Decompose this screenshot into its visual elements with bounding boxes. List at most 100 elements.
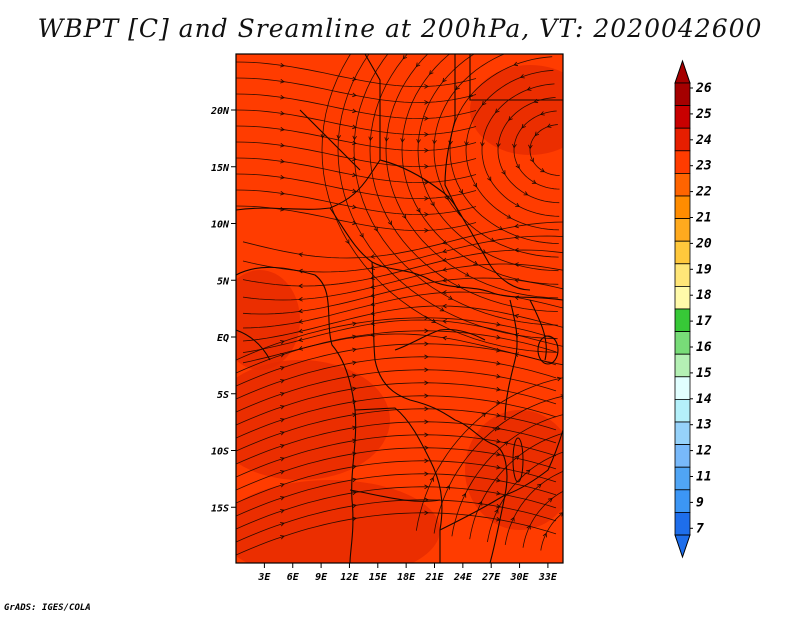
streamline-arrow (445, 484, 450, 490)
streamline-arrow (448, 295, 453, 300)
streamline-arrow (506, 214, 512, 219)
streamline-arrow (424, 510, 429, 516)
colorbar-swatch (674, 263, 691, 287)
streamline-arrow (468, 93, 474, 98)
colorbar-swatch (674, 444, 691, 468)
streamline-arrow (377, 40, 381, 44)
colorbar-arrow-bottom (674, 534, 691, 559)
streamline-arrow (280, 340, 285, 345)
y-tick-label: EQ (217, 333, 229, 344)
x-tick-label: 18E (397, 572, 416, 583)
streamline-arrow (280, 158, 285, 164)
streamline-arrow (515, 164, 520, 169)
streamline (321, 54, 558, 353)
streamline-arrow (528, 144, 533, 150)
colorbar-label: 22 (695, 185, 712, 200)
x-tick-label: 9E (315, 572, 328, 583)
streamline-arrow (514, 262, 519, 267)
streamline (242, 221, 563, 259)
streamline (242, 263, 563, 301)
streamline-arrow (280, 110, 285, 116)
streamline-arrow (496, 503, 501, 509)
border-line (439, 494, 506, 531)
streamline-arrow (352, 490, 357, 496)
streamline-arrow (280, 470, 285, 475)
streamline-arrow (298, 328, 303, 334)
x-tick-label: 15E (369, 572, 388, 583)
streamline-arrow (496, 438, 501, 444)
streamline-arrow (556, 376, 562, 382)
streamline-arrow (298, 268, 303, 274)
streamline-arrow (442, 290, 447, 295)
streamline-arrow (514, 333, 519, 338)
border-line (371, 261, 456, 421)
streamline-arrow (298, 283, 303, 289)
streamline-arrow (424, 419, 429, 425)
streamline-arrow (280, 457, 285, 462)
colorbar-arrow-top (674, 59, 691, 84)
streamline (236, 356, 557, 400)
streamline-arrow (280, 126, 285, 132)
colorbar-swatch (674, 240, 691, 265)
streamline-arrow (280, 535, 285, 540)
streamline-arrow (514, 455, 520, 460)
streamline-arrow (402, 54, 408, 60)
streamline-arrow (387, 220, 392, 226)
streamline (236, 317, 557, 361)
streamline-arrow (501, 37, 505, 41)
streamline-arrow (424, 84, 429, 89)
streamline-arrow (280, 431, 285, 436)
colorbar-swatch (674, 218, 691, 242)
streamline-arrow (280, 206, 285, 212)
grads-credit: GrADS: IGES/COLA (4, 603, 91, 613)
streamline (433, 54, 559, 258)
y-tick-label: 5N (217, 276, 230, 287)
streamline (540, 512, 563, 551)
streamline-arrow (352, 204, 357, 210)
streamline-arrow (442, 278, 447, 283)
streamline-arrow (519, 74, 525, 79)
x-axis: 3E 6E 9E 12E 15E 18E 21E 24E 27E 30E 33E (257, 563, 558, 583)
streamline-arrow (352, 140, 357, 146)
colorbar-swatch (674, 195, 691, 220)
streamline-arrow (352, 156, 357, 162)
streamline-arrow (548, 497, 553, 503)
streamline-arrow (534, 131, 540, 137)
x-tick-label: 30E (510, 572, 530, 583)
streamline-arrow (495, 108, 500, 114)
streamline-arrow (352, 334, 357, 340)
streamline (522, 490, 563, 548)
streamline (236, 369, 557, 413)
streamline (449, 56, 559, 244)
streamline-arrow (514, 223, 519, 229)
streamline-arrow (424, 116, 429, 121)
streamline-arrow (352, 386, 357, 392)
streamline (236, 499, 557, 543)
streamline-arrow (442, 267, 447, 272)
streamline-arrow (572, 448, 576, 452)
field-region-warm (236, 360, 390, 480)
streamline-arrow (565, 412, 569, 416)
border-line (504, 299, 518, 421)
colorbar-label: 25 (695, 107, 712, 122)
streamline (236, 395, 557, 439)
colorbar-label: 21 (695, 211, 712, 226)
colorbar-swatch (674, 105, 691, 129)
colorbar-label: 17 (696, 314, 712, 329)
streamline-arrow (424, 497, 429, 503)
colorbar-label: 14 (696, 392, 712, 407)
streamline (487, 451, 563, 543)
colorbar-label: 24 (695, 133, 712, 148)
streamline-arrow (424, 100, 429, 105)
streamline-arrow (473, 260, 479, 265)
streamline-arrow (280, 509, 285, 514)
colorbar-label: 15 (696, 366, 712, 381)
streamline-arrow (448, 140, 453, 146)
colorbar-label: 16 (696, 340, 712, 355)
streamline-arrow (536, 483, 542, 489)
streamline-arrow (496, 464, 501, 470)
colorbar-swatch (674, 421, 691, 446)
streamline (236, 330, 557, 374)
streamline-arrow (478, 500, 483, 506)
streamline-arrow (462, 492, 467, 498)
